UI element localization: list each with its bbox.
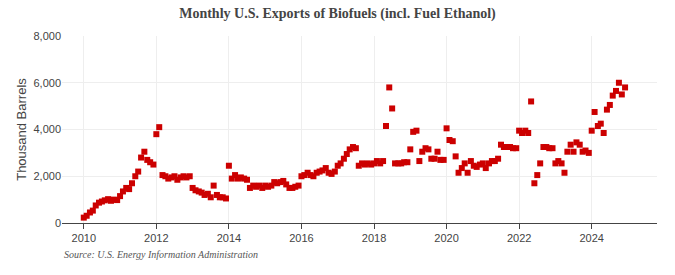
svg-text:2,000: 2,000: [33, 170, 61, 182]
svg-text:2014: 2014: [217, 232, 241, 244]
svg-text:0: 0: [55, 217, 61, 229]
svg-text:2022: 2022: [507, 232, 531, 244]
svg-text:2012: 2012: [144, 232, 168, 244]
svg-text:8,000: 8,000: [33, 30, 61, 42]
svg-text:2010: 2010: [72, 232, 96, 244]
svg-text:Monthly U.S. Exports of Biofue: Monthly U.S. Exports of Biofuels (incl. …: [179, 6, 496, 22]
svg-text:Thousand Barrels: Thousand Barrels: [14, 78, 29, 181]
svg-text:2020: 2020: [434, 232, 458, 244]
svg-text:4,000: 4,000: [33, 123, 61, 135]
svg-text:2024: 2024: [579, 232, 603, 244]
svg-text:2018: 2018: [362, 232, 386, 244]
svg-text:Source: U.S. Energy Informatio: Source: U.S. Energy Information Administ…: [64, 249, 258, 260]
svg-text:2016: 2016: [289, 232, 313, 244]
svg-text:6,000: 6,000: [33, 77, 61, 89]
